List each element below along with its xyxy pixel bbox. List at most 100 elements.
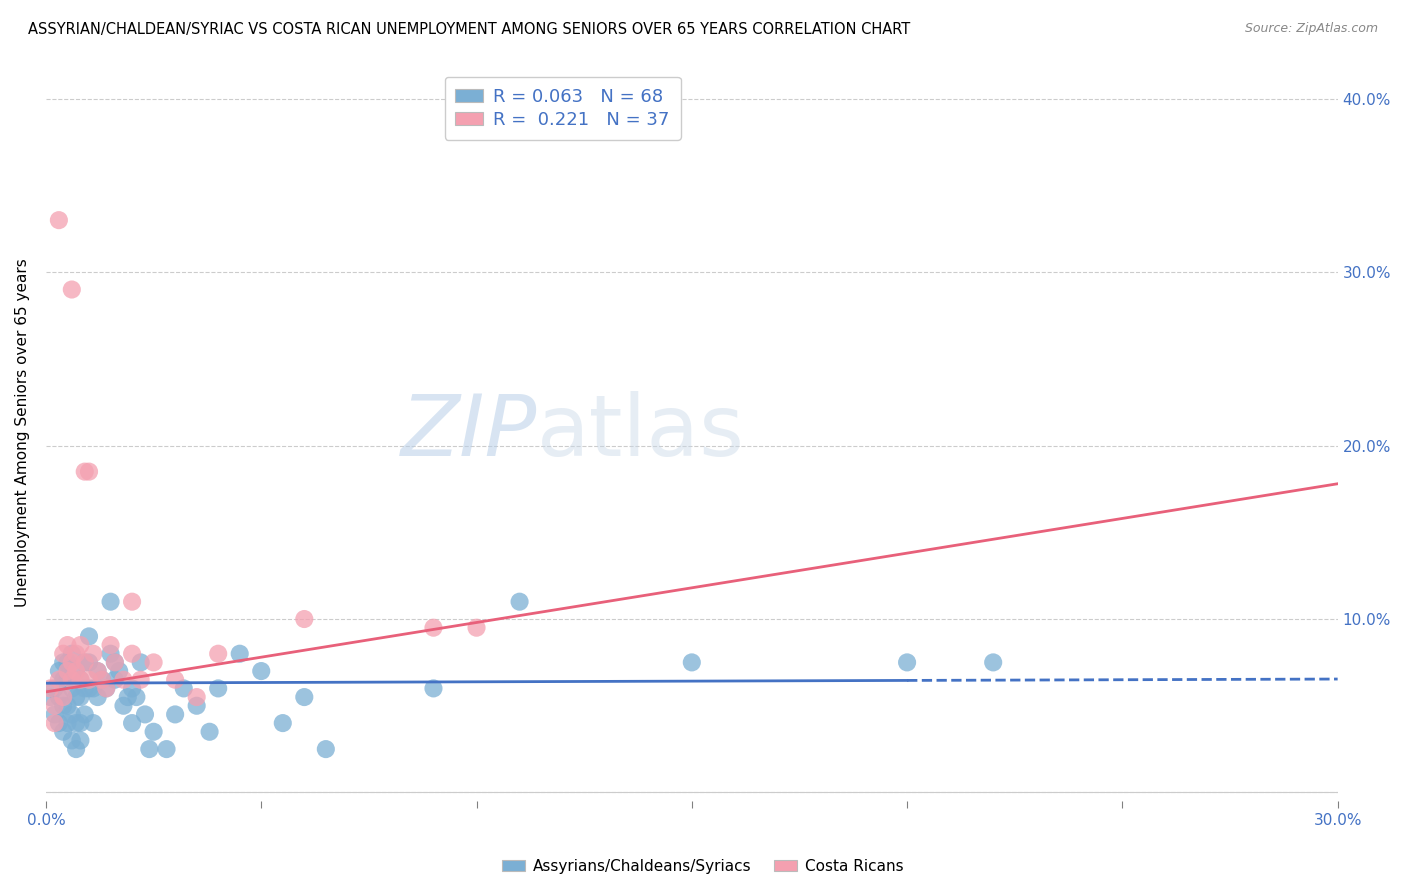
Point bbox=[125, 690, 148, 704]
Point bbox=[73, 707, 96, 722]
Point bbox=[65, 664, 87, 678]
Point bbox=[56, 656, 79, 670]
Point bbox=[39, 681, 62, 696]
Legend: Assyrians/Chaldeans/Syriacs, Costa Ricans: Assyrians/Chaldeans/Syriacs, Costa Rican… bbox=[496, 853, 910, 880]
Point bbox=[315, 742, 337, 756]
Point bbox=[96, 681, 118, 696]
Point bbox=[681, 656, 703, 670]
Point bbox=[48, 716, 70, 731]
Point bbox=[56, 698, 79, 713]
Point bbox=[48, 673, 70, 687]
Point bbox=[121, 595, 143, 609]
Legend: R = 0.063   N = 68, R =  0.221   N = 37: R = 0.063 N = 68, R = 0.221 N = 37 bbox=[444, 77, 681, 140]
Point bbox=[91, 673, 114, 687]
Point bbox=[104, 656, 127, 670]
Point bbox=[52, 690, 75, 704]
Point bbox=[165, 673, 187, 687]
Point bbox=[77, 681, 100, 696]
Point bbox=[60, 647, 83, 661]
Point bbox=[44, 681, 66, 696]
Point bbox=[69, 638, 91, 652]
Point bbox=[44, 698, 66, 713]
Point bbox=[60, 707, 83, 722]
Point bbox=[69, 690, 91, 704]
Point bbox=[86, 664, 108, 678]
Point bbox=[44, 716, 66, 731]
Point bbox=[69, 716, 91, 731]
Y-axis label: Unemployment Among Seniors over 65 years: Unemployment Among Seniors over 65 years bbox=[15, 258, 30, 607]
Point bbox=[129, 673, 152, 687]
Point bbox=[69, 733, 91, 747]
Point bbox=[292, 612, 315, 626]
Point bbox=[60, 656, 83, 670]
Point bbox=[73, 656, 96, 670]
Point bbox=[121, 647, 143, 661]
Point bbox=[165, 707, 187, 722]
Point bbox=[56, 638, 79, 652]
Point bbox=[117, 690, 139, 704]
Point bbox=[82, 716, 104, 731]
Point bbox=[52, 698, 75, 713]
Point bbox=[100, 638, 122, 652]
Point bbox=[69, 673, 91, 687]
Point bbox=[250, 664, 273, 678]
Point bbox=[207, 681, 229, 696]
Point bbox=[56, 664, 79, 678]
Point bbox=[173, 681, 195, 696]
Text: Source: ZipAtlas.com: Source: ZipAtlas.com bbox=[1244, 22, 1378, 36]
Point bbox=[138, 742, 160, 756]
Point bbox=[91, 673, 114, 687]
Point bbox=[77, 656, 100, 670]
Point bbox=[465, 621, 488, 635]
Point bbox=[228, 647, 250, 661]
Point bbox=[52, 673, 75, 687]
Point bbox=[207, 647, 229, 661]
Point bbox=[48, 664, 70, 678]
Point bbox=[65, 742, 87, 756]
Text: ZIP: ZIP bbox=[401, 391, 537, 474]
Point bbox=[96, 681, 118, 696]
Point bbox=[77, 465, 100, 479]
Point bbox=[48, 213, 70, 227]
Point bbox=[896, 656, 918, 670]
Point bbox=[186, 698, 208, 713]
Text: atlas: atlas bbox=[537, 391, 745, 474]
Point bbox=[56, 673, 79, 687]
Point bbox=[73, 465, 96, 479]
Point bbox=[198, 724, 221, 739]
Text: ASSYRIAN/CHALDEAN/SYRIAC VS COSTA RICAN UNEMPLOYMENT AMONG SENIORS OVER 65 YEARS: ASSYRIAN/CHALDEAN/SYRIAC VS COSTA RICAN … bbox=[28, 22, 910, 37]
Point bbox=[422, 681, 444, 696]
Point bbox=[108, 664, 131, 678]
Point bbox=[104, 656, 127, 670]
Point bbox=[52, 724, 75, 739]
Point bbox=[73, 681, 96, 696]
Point bbox=[129, 656, 152, 670]
Point bbox=[292, 690, 315, 704]
Point bbox=[65, 716, 87, 731]
Point bbox=[82, 681, 104, 696]
Point bbox=[60, 673, 83, 687]
Point bbox=[56, 716, 79, 731]
Point bbox=[112, 673, 135, 687]
Point bbox=[65, 647, 87, 661]
Point bbox=[48, 690, 70, 704]
Point bbox=[271, 716, 294, 731]
Point bbox=[86, 664, 108, 678]
Point bbox=[100, 647, 122, 661]
Point bbox=[104, 673, 127, 687]
Point bbox=[155, 742, 177, 756]
Point bbox=[422, 621, 444, 635]
Point bbox=[121, 716, 143, 731]
Point bbox=[60, 283, 83, 297]
Point bbox=[112, 698, 135, 713]
Point bbox=[52, 656, 75, 670]
Point bbox=[73, 656, 96, 670]
Point bbox=[77, 629, 100, 643]
Point bbox=[509, 595, 531, 609]
Point bbox=[39, 690, 62, 704]
Point bbox=[52, 647, 75, 661]
Point bbox=[77, 673, 100, 687]
Point bbox=[44, 707, 66, 722]
Point bbox=[121, 681, 143, 696]
Point bbox=[100, 595, 122, 609]
